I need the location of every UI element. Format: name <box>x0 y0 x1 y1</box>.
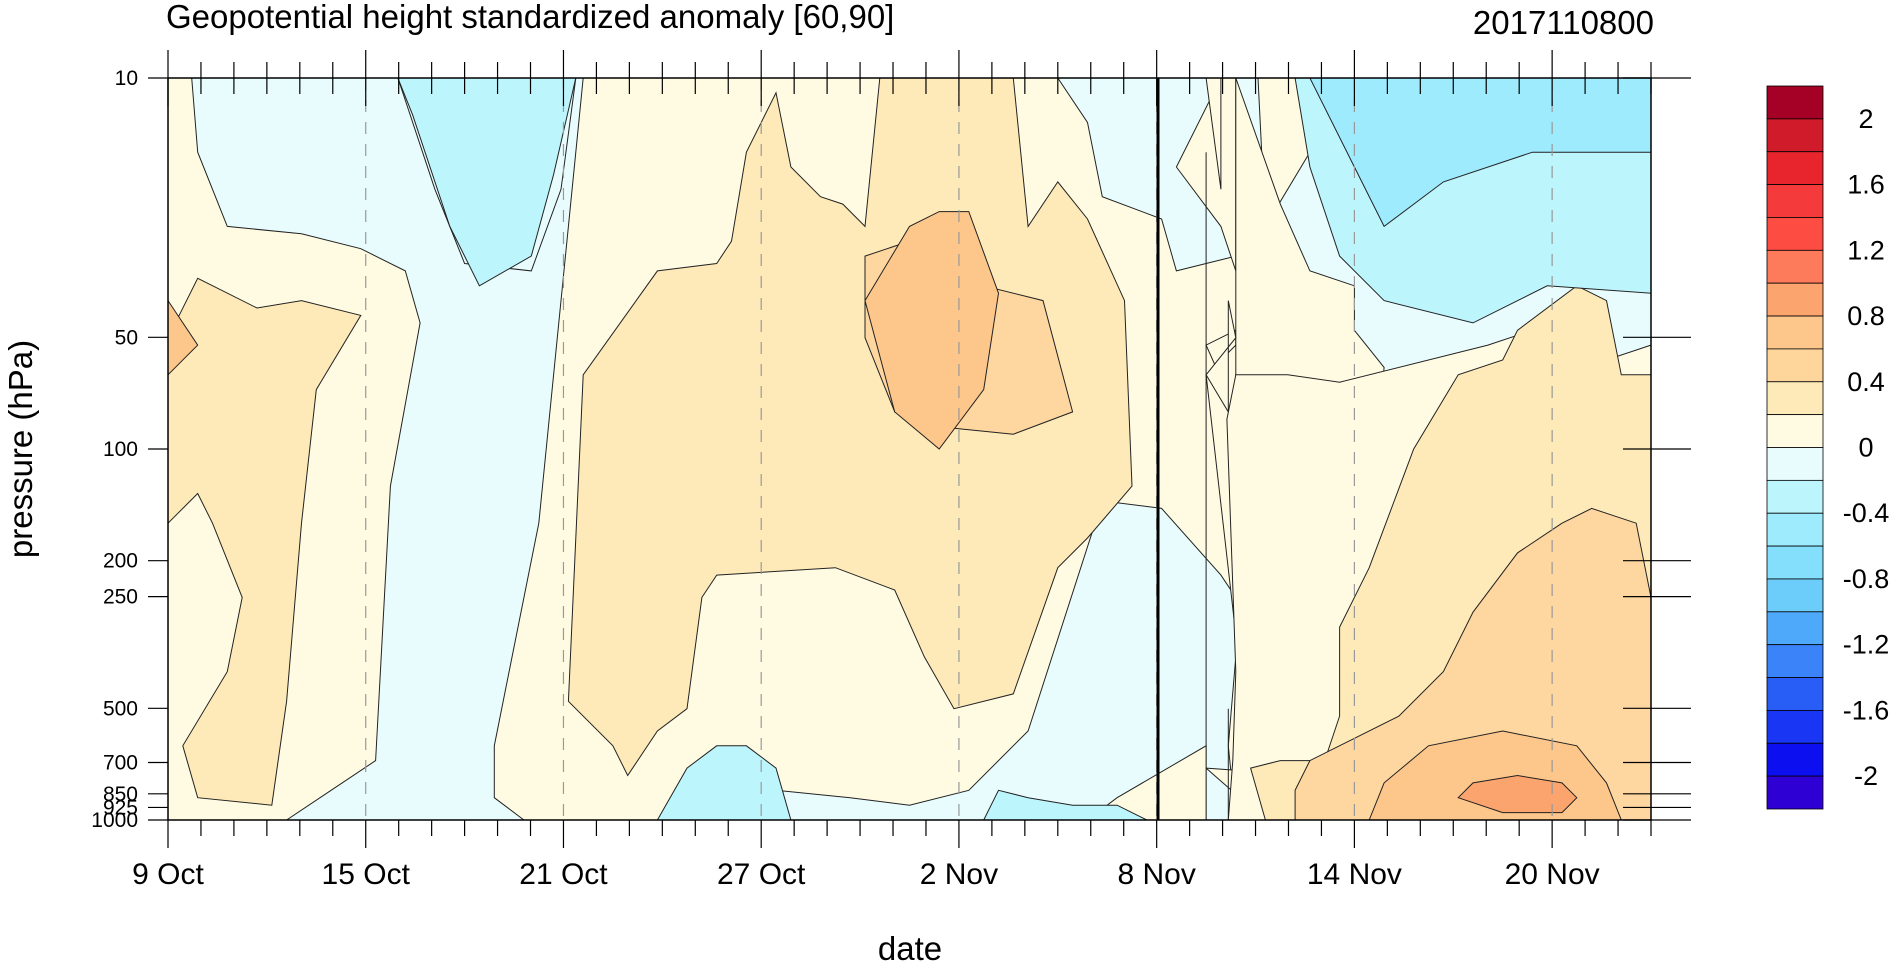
colorbar-swatch <box>1766 85 1824 120</box>
y-tick-label: 500 <box>103 697 138 720</box>
region-cold-oct <box>397 77 577 287</box>
x-axis-label: date <box>878 930 942 963</box>
colorbar-label: 2 <box>1858 104 1873 134</box>
y-tick-label: 10 <box>115 67 138 90</box>
chart-timestamp: 2017110800 <box>1473 4 1654 41</box>
region-warmer-mid <box>864 211 1000 450</box>
colorbar-swatch <box>1766 381 1824 416</box>
x-tick-label: 27 Oct <box>717 858 806 891</box>
colorbar-swatch <box>1766 578 1824 613</box>
colorbar-swatch <box>1766 348 1824 383</box>
x-tick-label: 2 Nov <box>920 858 998 891</box>
y-tick-label: 250 <box>103 586 138 609</box>
colorbar-swatch <box>1766 184 1824 218</box>
region-moderate-mid <box>567 77 1133 777</box>
region-peak-late <box>1457 774 1578 814</box>
colorbar-swatch <box>1766 775 1824 810</box>
colorbar-swatch <box>1766 644 1824 678</box>
colorbar-label: 0.4 <box>1847 367 1885 397</box>
colorbar-swatch <box>1766 151 1824 185</box>
y-tick-label: 925 <box>103 796 138 819</box>
colorbar-label: -1.2 <box>1843 630 1889 660</box>
colorbar-swatch <box>1766 512 1824 547</box>
colorbar-swatch <box>1766 710 1824 744</box>
contour-fill-layers <box>167 77 1652 821</box>
colorbar-swatch <box>1766 315 1824 350</box>
colorbar: 2 1.6 1.2 0.8 0.4 0 -0.4 -0.8 -1.2 -1.6 -2 <box>1766 85 1889 810</box>
colorbar-label: -2 <box>1854 761 1878 791</box>
x-tick-label: 14 Nov <box>1307 858 1402 891</box>
colorbar-label: -0.4 <box>1843 498 1889 528</box>
colorbar-swatch <box>1766 447 1824 481</box>
colorbar-swatch <box>1766 217 1824 251</box>
x-axis-ticks: 9 Oct 15 Oct 21 Oct 27 Oct 2 Nov 8 Nov 14 Nov 2… <box>132 50 1652 891</box>
region-dummy-b <box>1205 300 1237 414</box>
colorbar-label: 0.8 <box>1847 301 1885 331</box>
colorbar-label: 0 <box>1858 433 1873 463</box>
colorbar-label: -1.6 <box>1843 695 1889 725</box>
colorbar-swatch <box>1766 282 1824 317</box>
colorbar-swatch <box>1766 742 1824 777</box>
chart-title: Geopotential height standardized anomaly… <box>166 0 894 35</box>
y-axis-label: pressure (hPa) <box>2 340 39 558</box>
colorbar-swatch <box>1766 611 1824 646</box>
x-tick-label: 20 Nov <box>1505 858 1600 891</box>
y-tick-label: 50 <box>115 326 138 349</box>
colorbar-swatch <box>1766 249 1824 284</box>
plot-area <box>167 77 1652 821</box>
colorbar-swatch <box>1766 414 1824 448</box>
x-tick-label: 8 Nov <box>1117 858 1195 891</box>
x-tick-label: 9 Oct <box>132 858 204 891</box>
x-tick-label: 21 Oct <box>519 858 608 891</box>
y-tick-label: 850 <box>103 783 138 806</box>
colorbar-swatch <box>1766 479 1824 514</box>
colorbar-label: -0.8 <box>1843 564 1889 594</box>
y-tick-label: 200 <box>103 550 138 573</box>
y-tick-label: 100 <box>103 438 138 461</box>
y-tick-label: 700 <box>103 752 138 775</box>
region-moderate-early <box>167 277 362 806</box>
colorbar-swatch <box>1766 118 1824 153</box>
x-tick-label: 15 Oct <box>322 858 411 891</box>
y-tick-label: 1000 <box>91 809 138 832</box>
colorbar-swatch <box>1766 677 1824 711</box>
colorbar-label: 1.6 <box>1847 170 1885 200</box>
colorbar-swatch <box>1766 545 1824 580</box>
colorbar-label: 1.2 <box>1847 235 1885 265</box>
